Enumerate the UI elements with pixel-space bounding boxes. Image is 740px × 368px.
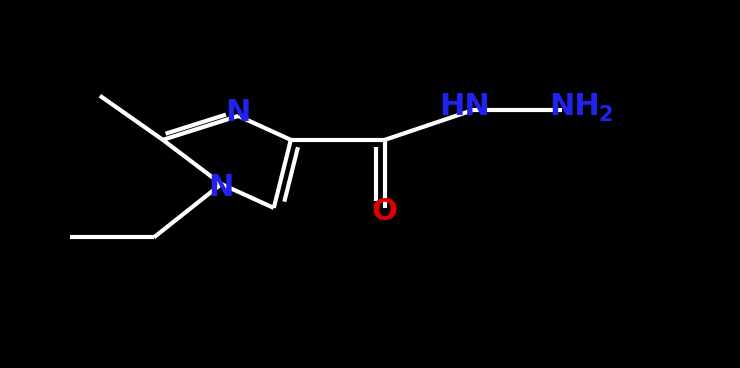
Text: O: O (372, 197, 397, 226)
Text: N: N (209, 173, 234, 202)
Text: NH: NH (549, 92, 600, 121)
Text: N: N (226, 98, 251, 127)
Text: HN: HN (440, 92, 490, 121)
Text: 2: 2 (598, 105, 613, 125)
